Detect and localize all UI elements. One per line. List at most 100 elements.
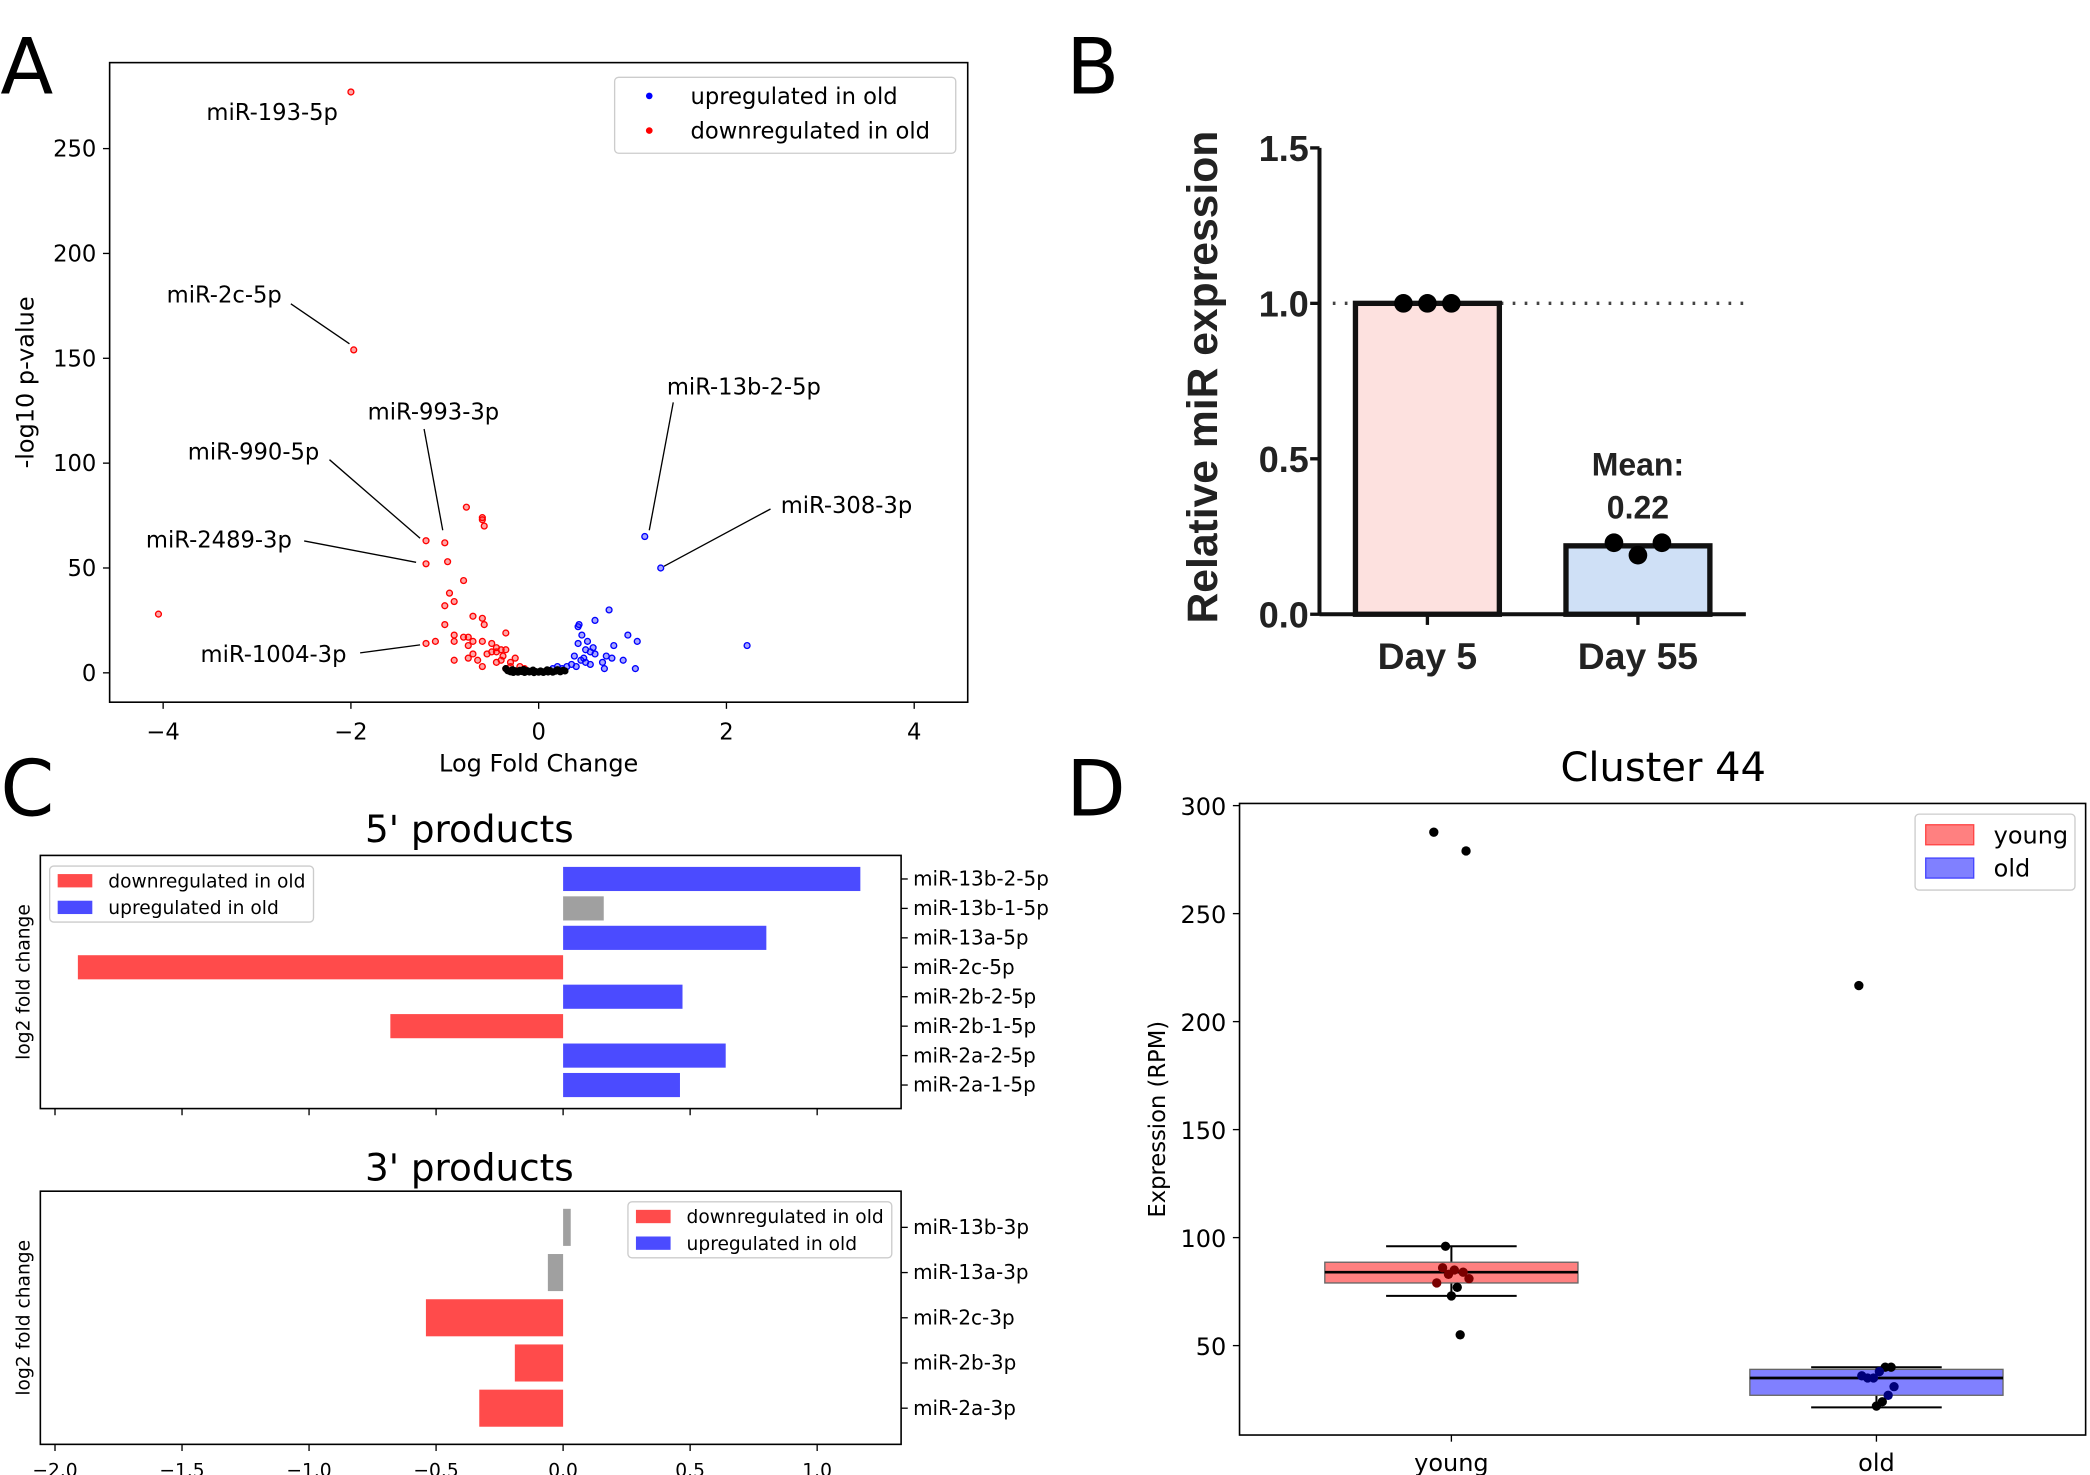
y-tick-label: 0.0 xyxy=(1259,595,1309,636)
annotation-line xyxy=(663,508,771,567)
data-point xyxy=(1464,1273,1474,1284)
data-point xyxy=(657,564,665,572)
data-point xyxy=(450,656,458,664)
data-point xyxy=(1437,1263,1448,1273)
panel-letter-d: D xyxy=(1066,744,1126,834)
legend-label-up: upregulated in old xyxy=(691,84,898,110)
x-tick-label: 4 xyxy=(907,719,921,745)
data-point xyxy=(1871,1401,1882,1411)
data-point xyxy=(1442,294,1461,313)
legend-swatch-up xyxy=(635,1236,671,1250)
y-tick-label: 0 xyxy=(82,661,96,687)
data-point xyxy=(464,633,472,641)
data-point xyxy=(154,610,163,618)
legend-swatch-down xyxy=(57,874,93,888)
y-tick-label: 200 xyxy=(1180,1009,1226,1037)
x-tick-label: 0.0 xyxy=(548,1460,578,1475)
legend-label-up: upregulated in old xyxy=(108,898,279,919)
data-point xyxy=(570,652,578,660)
x-tick-label: Day 55 xyxy=(1578,635,1698,677)
data-point xyxy=(574,639,582,648)
mean-value: 0.22 xyxy=(1607,489,1669,525)
x-tick-label: Day 5 xyxy=(1378,635,1478,677)
bar xyxy=(547,1254,564,1292)
data-point xyxy=(480,522,488,530)
data-point xyxy=(1440,1241,1451,1251)
data-point xyxy=(619,656,627,664)
data-point xyxy=(462,503,470,511)
data-point xyxy=(1394,294,1413,313)
y-tick-label: 150 xyxy=(1180,1117,1226,1145)
data-point xyxy=(529,666,537,674)
data-point xyxy=(478,516,486,524)
data-point xyxy=(631,665,639,673)
y-tick-label: 200 xyxy=(53,241,96,267)
annotation-line xyxy=(648,402,674,531)
category-label: miR-2c-3p xyxy=(913,1305,1015,1329)
data-point xyxy=(598,658,607,666)
annotation-label: miR-2489-3p xyxy=(146,528,292,554)
annotation-label: miR-13b-2-5p xyxy=(667,374,821,400)
y-axis-label: log2 fold change xyxy=(14,904,35,1060)
data-point xyxy=(575,621,583,629)
y-axis-label: -log10 p-value xyxy=(12,296,40,468)
legend-swatch-down xyxy=(635,1209,671,1224)
data-point xyxy=(488,639,496,648)
data-point xyxy=(450,631,458,639)
data-point xyxy=(478,662,486,671)
panel-c-bar-charts: 5' products log2 fold change miR-13b-2-5p m… xyxy=(14,807,1049,1475)
y-tick-label: 50 xyxy=(67,556,96,582)
bar xyxy=(563,984,683,1009)
data-point xyxy=(1652,533,1672,553)
x-tick-label: young xyxy=(1414,1449,1488,1475)
annotation-label: miR-193-5p xyxy=(206,100,337,126)
data-point xyxy=(474,656,482,664)
x-tick-label: −4 xyxy=(146,719,179,745)
data-point xyxy=(1418,294,1437,313)
data-point xyxy=(445,589,454,597)
legend-label-up: upregulated in old xyxy=(687,1234,858,1255)
data-point xyxy=(586,660,594,669)
panel-letter-c: C xyxy=(0,744,54,834)
y-tick-label: 100 xyxy=(53,451,96,477)
data-point xyxy=(509,668,517,677)
data-point xyxy=(1461,846,1471,856)
bar xyxy=(563,866,861,892)
legend-label-down: downregulated in old xyxy=(687,1207,884,1228)
annotation-label: miR-990-5p xyxy=(188,440,319,466)
x-tick-label: −0.5 xyxy=(413,1460,458,1475)
legend-box xyxy=(613,76,957,154)
y-tick-label: 0.5 xyxy=(1259,439,1309,480)
chart-title: Cluster 44 xyxy=(1561,745,1766,791)
data-point xyxy=(1874,1366,1885,1377)
data-point xyxy=(469,637,477,645)
data-point xyxy=(1857,1371,1867,1381)
bar xyxy=(563,1072,680,1098)
data-point xyxy=(350,346,358,354)
data-point xyxy=(441,539,449,547)
data-point xyxy=(441,621,449,629)
legend-label-old: old xyxy=(1994,855,2031,883)
data-point xyxy=(511,654,519,662)
annotation-label: miR-993-3p xyxy=(368,400,500,426)
legend-swatch-old xyxy=(1925,857,1975,879)
bar xyxy=(479,1389,564,1427)
category-label: miR-13a-5p xyxy=(913,926,1029,950)
data-point xyxy=(431,637,440,645)
data-point xyxy=(578,631,586,639)
data-point xyxy=(1443,1269,1454,1279)
legend-label-down: downregulated in old xyxy=(691,119,930,145)
data-point xyxy=(464,654,472,662)
data-point xyxy=(641,532,649,541)
data-point xyxy=(502,629,510,637)
chart-title: 5' products xyxy=(365,807,574,851)
x-tick-label: 0.5 xyxy=(675,1460,705,1475)
y-tick-label: 250 xyxy=(53,137,96,163)
data-point xyxy=(1432,1278,1442,1288)
legend-box xyxy=(49,865,315,923)
category-label: miR-2c-5p xyxy=(913,955,1015,979)
category-label: miR-2b-2-5p xyxy=(913,984,1036,1008)
data-point xyxy=(600,665,608,673)
data-point xyxy=(422,639,430,648)
data-point xyxy=(450,637,458,645)
